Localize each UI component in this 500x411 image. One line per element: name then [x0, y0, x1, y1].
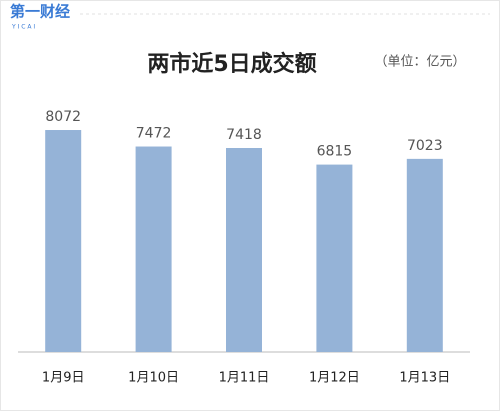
chart-title: 两市近5日成交额	[147, 51, 316, 77]
x-tick-label: 1月13日	[399, 371, 450, 386]
value-label: 7023	[407, 138, 443, 154]
bar	[316, 164, 353, 352]
logo: 第一财经	[10, 3, 70, 21]
x-tick-label: 1月10日	[128, 371, 179, 386]
bar	[135, 146, 172, 352]
x-tick-label: 1月9日	[42, 371, 85, 386]
bar	[45, 130, 82, 352]
value-label: 7472	[136, 126, 172, 142]
bar	[406, 158, 443, 352]
logo-sub: Y I C A I	[11, 24, 35, 31]
value-label: 8072	[45, 109, 81, 125]
unit-label: （单位：亿元）	[374, 55, 465, 70]
value-label: 6815	[317, 144, 353, 160]
bar	[226, 148, 262, 352]
value-label: 7418	[226, 127, 262, 143]
x-tick-label: 1月11日	[219, 371, 270, 386]
x-tick-label: 1月12日	[309, 371, 360, 386]
